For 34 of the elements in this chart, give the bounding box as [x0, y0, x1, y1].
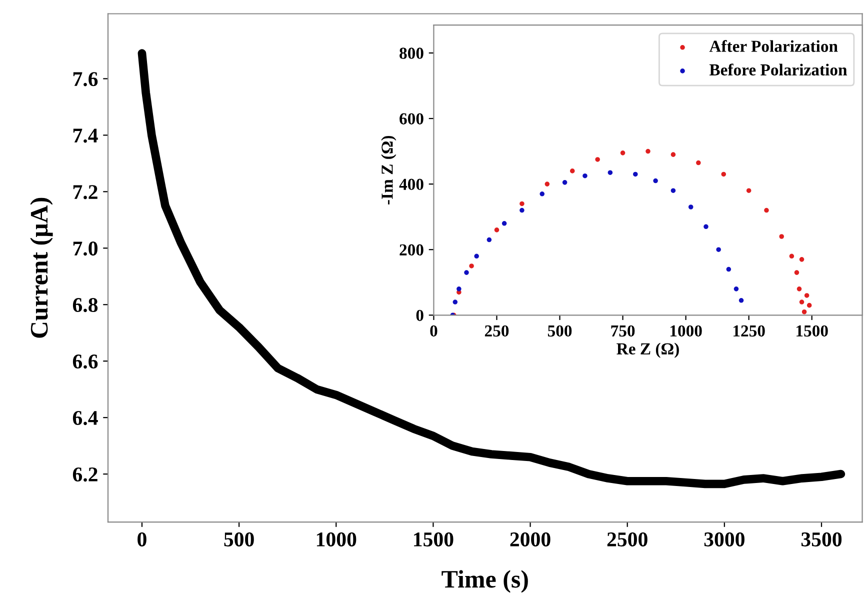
x-tick-label: 1000	[316, 532, 356, 546]
y-tick-label: 600	[400, 113, 424, 124]
legend-label: After Polarization	[709, 40, 838, 52]
x-tick-label: 3500	[801, 532, 842, 546]
x-tick-label: 2000	[510, 532, 550, 546]
y-tick-label: 7.6	[73, 72, 98, 86]
x-tick-label: 2500	[607, 532, 648, 546]
x-tick-label: 0	[430, 325, 438, 337]
y-tick-label: 7.0	[73, 242, 98, 256]
x-tick-label: 3000	[704, 532, 744, 546]
x-axis-title: Time (s)	[442, 570, 528, 593]
y-tick-label: 6.6	[72, 354, 98, 369]
y-tick-label: 400	[399, 178, 424, 190]
y-axis-title: -Im Z (Ω)	[381, 136, 396, 204]
x-axis-title: Re Z (Ω)	[616, 342, 679, 358]
x-tick-label: 1250	[734, 325, 765, 337]
x-tick-label: 250	[484, 325, 509, 337]
y-axis-title: Current (μA)	[30, 198, 53, 338]
legend-label: Before Polarization	[709, 64, 848, 76]
x-tick-label: 1500	[796, 325, 828, 337]
y-tick-label: 7.2	[73, 185, 98, 200]
x-tick-label: 1000	[670, 325, 702, 337]
x-tick-label: 1500	[414, 532, 454, 546]
y-tick-label: 200	[400, 244, 424, 256]
x-tick-label: 500	[548, 325, 572, 337]
y-tick-label: 6.8	[72, 298, 98, 312]
y-tick-label: 0	[416, 310, 424, 322]
y-tick-label: 7.4	[73, 128, 98, 143]
y-tick-label: 6.2	[72, 467, 98, 482]
x-tick-label: 0	[138, 532, 146, 546]
x-tick-label: 500	[224, 532, 254, 546]
y-tick-label: 800	[400, 48, 424, 59]
x-tick-label: 750	[611, 325, 635, 337]
y-tick-label: 6.4	[72, 411, 98, 426]
